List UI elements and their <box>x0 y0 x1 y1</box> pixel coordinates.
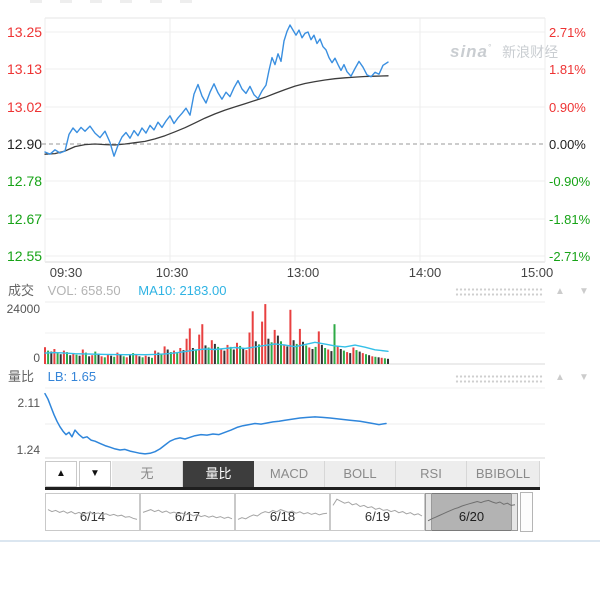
percent-tick-label: -2.71% <box>549 249 591 264</box>
sina-watermark-text: 新浪财经 <box>502 44 559 60</box>
down-triangle-icon: ▼ <box>90 468 100 479</box>
time-tick-label: 14:00 <box>408 265 442 280</box>
nav-date-label: 6/18 <box>269 509 296 524</box>
ratio-pane-title: 量比 <box>8 369 35 384</box>
volume-ma10-value: MA10: 2183.00 <box>138 283 227 298</box>
percent-tick-label: 1.81% <box>549 62 586 77</box>
percent-tick-label: -1.81% <box>549 212 591 227</box>
volume-pane-collapse-down-icon[interactable]: ▼ <box>579 286 589 297</box>
time-tick-label: 09:30 <box>49 265 83 280</box>
volume-pane-header: 成交 VOL: 658.50 MA10: 2183.00 <box>8 283 226 299</box>
price-tick-label: 12.90 <box>7 136 43 152</box>
price-tick-label: 13.25 <box>7 24 43 40</box>
percent-tick-label: -0.90% <box>549 174 591 189</box>
indicator-tab-BBIBOLL[interactable]: BBIBOLL <box>467 461 540 487</box>
sina-watermark: sina° 新浪财经 <box>450 42 558 62</box>
time-tick-label: 15:00 <box>520 265 554 280</box>
sina-logo: sina <box>450 42 489 61</box>
volume-axis-max: 24000 <box>6 302 40 316</box>
price-tick-label: 12.78 <box>7 173 43 189</box>
indicator-tab-无[interactable]: 无 <box>112 461 183 487</box>
indicator-tab-量比[interactable]: 量比 <box>183 461 254 487</box>
ratio-lb-value: LB: 1.65 <box>47 369 97 384</box>
percent-tick-label: 0.00% <box>549 137 586 152</box>
indicator-tab-BOLL[interactable]: BOLL <box>325 461 396 487</box>
percent-tick-label: 2.71% <box>549 25 586 40</box>
bottom-separator <box>0 540 600 542</box>
indicator-tab-MACD[interactable]: MACD <box>254 461 325 487</box>
percent-tick-label: 0.90% <box>549 100 586 115</box>
volume-value: VOL: 658.50 <box>47 283 121 298</box>
ratio-pane-collapse-down-icon[interactable]: ▼ <box>579 372 589 383</box>
ratio-pane-collapse-up-icon[interactable]: ▲ <box>555 372 565 383</box>
volume-pane-title: 成交 <box>8 283 35 298</box>
nav-panel-6/17[interactable]: 6/17 <box>140 493 235 531</box>
ratio-pane-drag-handle-dots[interactable] <box>455 374 543 384</box>
nav-panel-6/14[interactable]: 6/14 <box>45 493 140 531</box>
ratio-axis-max: 2.11 <box>17 396 40 410</box>
nav-panel-6/18[interactable]: 6/18 <box>235 493 330 531</box>
nav-date-label: 6/19 <box>364 509 391 524</box>
volume-pane-drag-handle-dots[interactable] <box>455 287 543 297</box>
nav-panel-6/19[interactable]: 6/19 <box>330 493 425 531</box>
volume-axis-min: 0 <box>33 351 40 365</box>
nav-range-handle-right[interactable] <box>511 493 518 531</box>
clipped-header-artifact <box>30 0 200 3</box>
nav-date-label: 6/17 <box>174 509 201 524</box>
price-tick-label: 13.13 <box>7 61 43 77</box>
price-tick-label: 12.55 <box>7 248 43 264</box>
ratio-axis-min: 1.24 <box>16 443 40 457</box>
indicator-tab-RSI[interactable]: RSI <box>396 461 467 487</box>
ratio-pane-header: 量比 LB: 1.65 <box>8 369 96 385</box>
indicator-down-button[interactable]: ▼ <box>79 461 111 487</box>
navigator-scroll-handle[interactable] <box>520 492 533 532</box>
indicator-up-button[interactable]: ▲ <box>45 461 77 487</box>
nav-date-label: 6/14 <box>79 509 106 524</box>
nav-range-handle-left[interactable] <box>425 493 432 531</box>
price-tick-label: 13.02 <box>7 99 43 115</box>
tab-underline <box>45 487 540 490</box>
volume-pane-collapse-up-icon[interactable]: ▲ <box>555 286 565 297</box>
price-tick-label: 12.67 <box>7 211 43 227</box>
sina-logo-ring: ° <box>488 42 492 53</box>
nav-date-label: 6/20 <box>458 509 485 524</box>
up-triangle-icon: ▲ <box>56 468 66 479</box>
nav-panel-6/20[interactable]: 6/20 <box>425 493 518 531</box>
time-tick-label: 10:30 <box>155 265 189 280</box>
time-tick-label: 13:00 <box>286 265 320 280</box>
